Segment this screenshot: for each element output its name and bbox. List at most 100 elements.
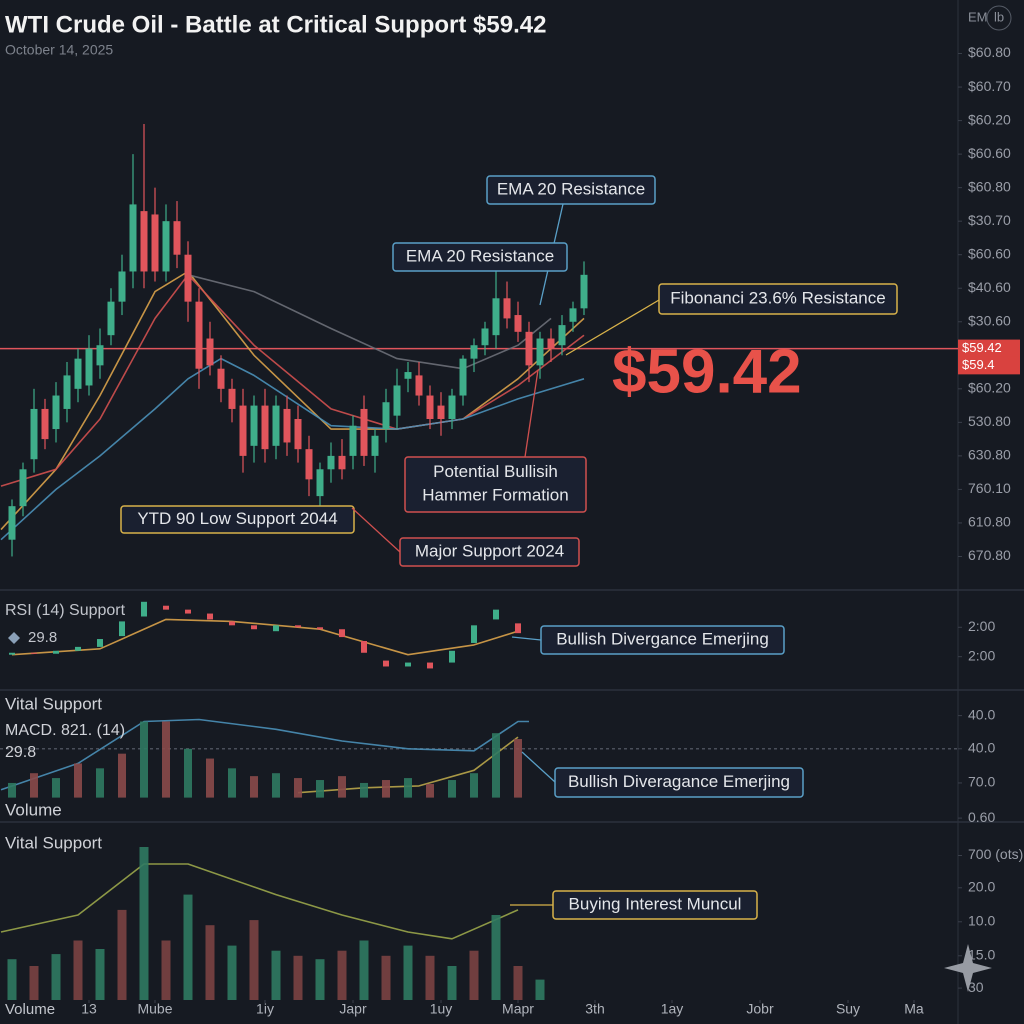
- bar: [161, 940, 171, 1000]
- watermark-icon: [944, 944, 992, 992]
- y-tick-label: 10.0: [968, 913, 995, 929]
- y-tick-label: $60.60: [968, 145, 1011, 161]
- toolbar-button[interactable]: [986, 5, 1012, 31]
- x-tick-label: Mube: [137, 1001, 172, 1017]
- candle-body: [558, 325, 566, 346]
- bar: [272, 773, 280, 798]
- y-tick-label: 70.0: [968, 774, 995, 790]
- candle-body: [503, 298, 511, 319]
- x-tick-label: Ma: [904, 1001, 924, 1017]
- candle-body: [207, 613, 213, 620]
- annotation-text: Buying Interest Muncul: [569, 894, 742, 913]
- panel-xlabel: Volume: [5, 1001, 55, 1018]
- overlay-line: [187, 274, 552, 370]
- bar: [294, 778, 302, 798]
- annotation-text: YTD 90 Low Support 2044: [137, 509, 337, 528]
- candle-body: [217, 368, 225, 389]
- candle-body: [294, 419, 302, 450]
- candle-body: [514, 315, 522, 332]
- toolbar-button-label[interactable]: lb: [994, 9, 1004, 24]
- toolbar-label: EM: [968, 9, 988, 24]
- bar: [447, 966, 457, 1000]
- bar: [513, 966, 523, 1000]
- bar: [293, 955, 303, 1000]
- candle-body: [470, 345, 478, 359]
- bar: [30, 773, 38, 798]
- candle-body: [295, 625, 301, 628]
- annotation-text: Major Support 2024: [415, 541, 564, 560]
- bar: [360, 782, 368, 798]
- y-tick-label: $30.60: [968, 312, 1011, 328]
- panel-title: WTI Crude Oil - Battle at Critical Suppo…: [5, 11, 546, 38]
- candle-body: [239, 405, 247, 456]
- price-tag: [958, 356, 1020, 375]
- annotation-box: [658, 283, 898, 315]
- bar: [316, 780, 324, 798]
- annotation-arrow: [524, 369, 539, 458]
- candle-body: [41, 408, 49, 440]
- bar: [448, 780, 456, 798]
- candle-body: [360, 408, 368, 456]
- bar: [118, 753, 126, 798]
- candle-body: [229, 621, 235, 626]
- candle-body: [261, 405, 269, 450]
- bar: [95, 949, 105, 1000]
- annotation-box: [399, 537, 580, 567]
- annotation-arrow: [521, 751, 556, 783]
- bar: [7, 959, 17, 1000]
- candle-body: [250, 405, 258, 446]
- bar: [117, 909, 127, 1000]
- y-tick-label: 20.0: [968, 879, 995, 895]
- annotation-box: [404, 456, 587, 513]
- panel-subtitle: MACD. 821. (14): [5, 722, 125, 739]
- bar: [315, 959, 325, 1000]
- bar: [73, 940, 83, 1000]
- bar: [381, 955, 391, 1000]
- price-tag: [958, 339, 1020, 358]
- candle-body: [317, 627, 323, 630]
- candle-body: [338, 455, 346, 470]
- candle-body: [569, 308, 577, 322]
- candle-body: [74, 358, 82, 389]
- overlay-line: [0, 863, 519, 940]
- candle-body: [75, 646, 81, 651]
- annotation-box: [552, 890, 758, 920]
- bar: [469, 950, 479, 1000]
- x-tick-label: Japr: [339, 1001, 367, 1017]
- candle-body: [448, 395, 456, 419]
- x-tick-label: Suy: [836, 1001, 860, 1017]
- x-tick-label: 1uy: [430, 1001, 453, 1017]
- annotation-arrow: [565, 299, 660, 356]
- y-tick-label: 610.80: [968, 514, 1011, 530]
- candle-body: [426, 395, 434, 419]
- y-tick-label: 40.0: [968, 706, 995, 722]
- candle-body: [273, 625, 279, 632]
- candle-body: [361, 641, 367, 653]
- bar: [359, 940, 369, 1000]
- annotation-text: Fibonanci 23.6% Resistance: [670, 288, 885, 307]
- y-tick-label: $60.70: [968, 78, 1011, 94]
- candle-body: [31, 652, 37, 654]
- candle-body: [515, 623, 521, 634]
- candle-body: [493, 609, 499, 620]
- x-tick-label: 13: [81, 1001, 97, 1017]
- overlay-line: [0, 270, 585, 531]
- y-tick-label: 2:00: [968, 647, 995, 663]
- y-tick-label: $30.70: [968, 212, 1011, 228]
- candle-body: [129, 204, 137, 272]
- bar: [184, 748, 192, 798]
- bar: [140, 721, 148, 798]
- bar: [426, 783, 434, 798]
- candle-body: [162, 221, 170, 272]
- y-tick-label: 760.10: [968, 480, 1011, 496]
- y-tick-label: 630.80: [968, 447, 1011, 463]
- bar: [29, 966, 39, 1000]
- candle-body: [173, 221, 181, 255]
- candle-body: [151, 214, 159, 272]
- annotation-arrow: [351, 507, 401, 553]
- bar: [183, 894, 193, 1000]
- candle-body: [427, 662, 433, 669]
- candle-body: [393, 385, 401, 416]
- candle-body: [141, 601, 147, 617]
- candle-body: [415, 375, 423, 396]
